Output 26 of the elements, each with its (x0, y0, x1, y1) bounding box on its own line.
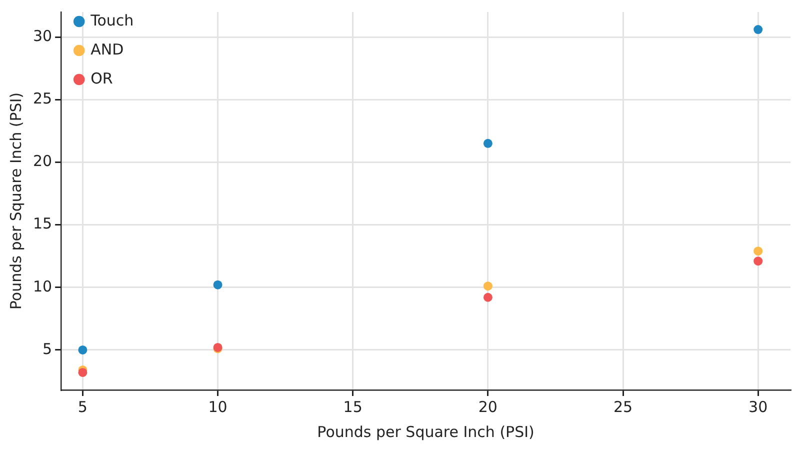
legend-label: Touch (90, 11, 134, 30)
y-tick-label: 20 (32, 152, 52, 170)
legend-label: AND (90, 40, 124, 58)
x-tick-label: 5 (78, 398, 88, 416)
x-tick-label: 10 (208, 398, 228, 416)
y-tick-label: 30 (32, 26, 52, 45)
x-tick-label: 30 (748, 398, 768, 416)
x-axis-title: Pounds per Square Inch (PSI) (317, 422, 534, 441)
point (483, 282, 492, 291)
y-tick-label: 10 (32, 277, 52, 296)
y-tick-label: 5 (42, 340, 52, 358)
y-axis-title: Pounds per Square Inch (PSI) (6, 92, 25, 310)
point (754, 25, 763, 34)
y-tick-label: 15 (32, 214, 52, 233)
x-tick-label: 25 (613, 398, 633, 416)
point (213, 280, 222, 290)
x-tick-label: 20 (478, 398, 498, 416)
point (483, 138, 492, 148)
point (78, 368, 88, 377)
point (78, 345, 88, 354)
point (483, 292, 492, 302)
x-tick-label: 15 (343, 398, 362, 416)
point (754, 246, 763, 256)
y-tick-label: 25 (32, 90, 52, 108)
legend-label: OR (90, 69, 113, 88)
point (754, 256, 763, 266)
